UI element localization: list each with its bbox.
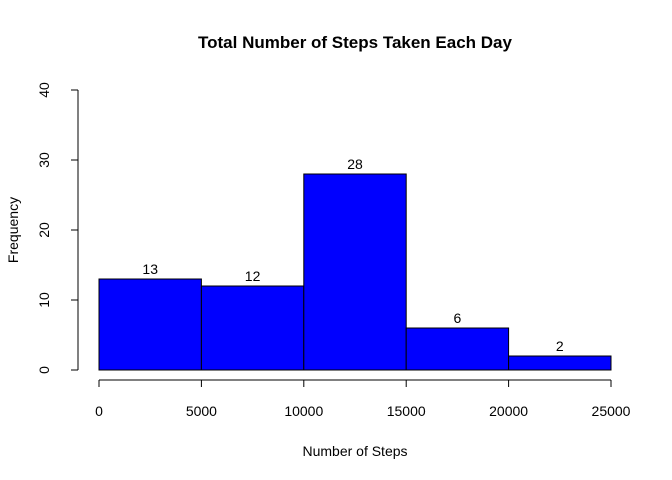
y-tick-label: 40 [36,82,52,98]
x-tick-label: 10000 [284,403,323,419]
x-tick-label: 15000 [387,403,426,419]
x-axis: 0 5000 10000 15000 20000 25000 [95,379,631,419]
y-tick-label: 10 [36,292,52,308]
bar-count-label: 2 [556,338,564,354]
bar-count-label: 13 [142,261,158,277]
x-tick-label: 20000 [489,403,528,419]
histogram-bar [508,355,612,371]
bar-count-label: 12 [245,268,261,284]
y-tick-label: 30 [36,152,52,168]
x-axis-label: Number of Steps [302,443,407,459]
y-axis-label: Frequency [5,197,21,263]
y-tick-label: 20 [36,222,52,238]
histogram-bar [98,278,202,371]
y-axis: 0 10 20 30 40 [36,82,79,374]
histogram-bar [303,173,407,371]
bars-layer [98,173,612,371]
x-tick-label: 5000 [186,403,217,419]
bar-count-label: 28 [347,156,363,172]
x-tick-label: 25000 [592,403,631,419]
data-labels-layer: 13 12 28 6 2 [142,156,563,354]
histogram-bar [200,285,305,371]
histogram-bar [405,327,510,371]
chart-title: Total Number of Steps Taken Each Day [198,33,512,52]
bar-count-label: 6 [454,310,462,326]
x-tick-label: 0 [95,403,103,419]
y-tick-label: 0 [36,366,52,374]
